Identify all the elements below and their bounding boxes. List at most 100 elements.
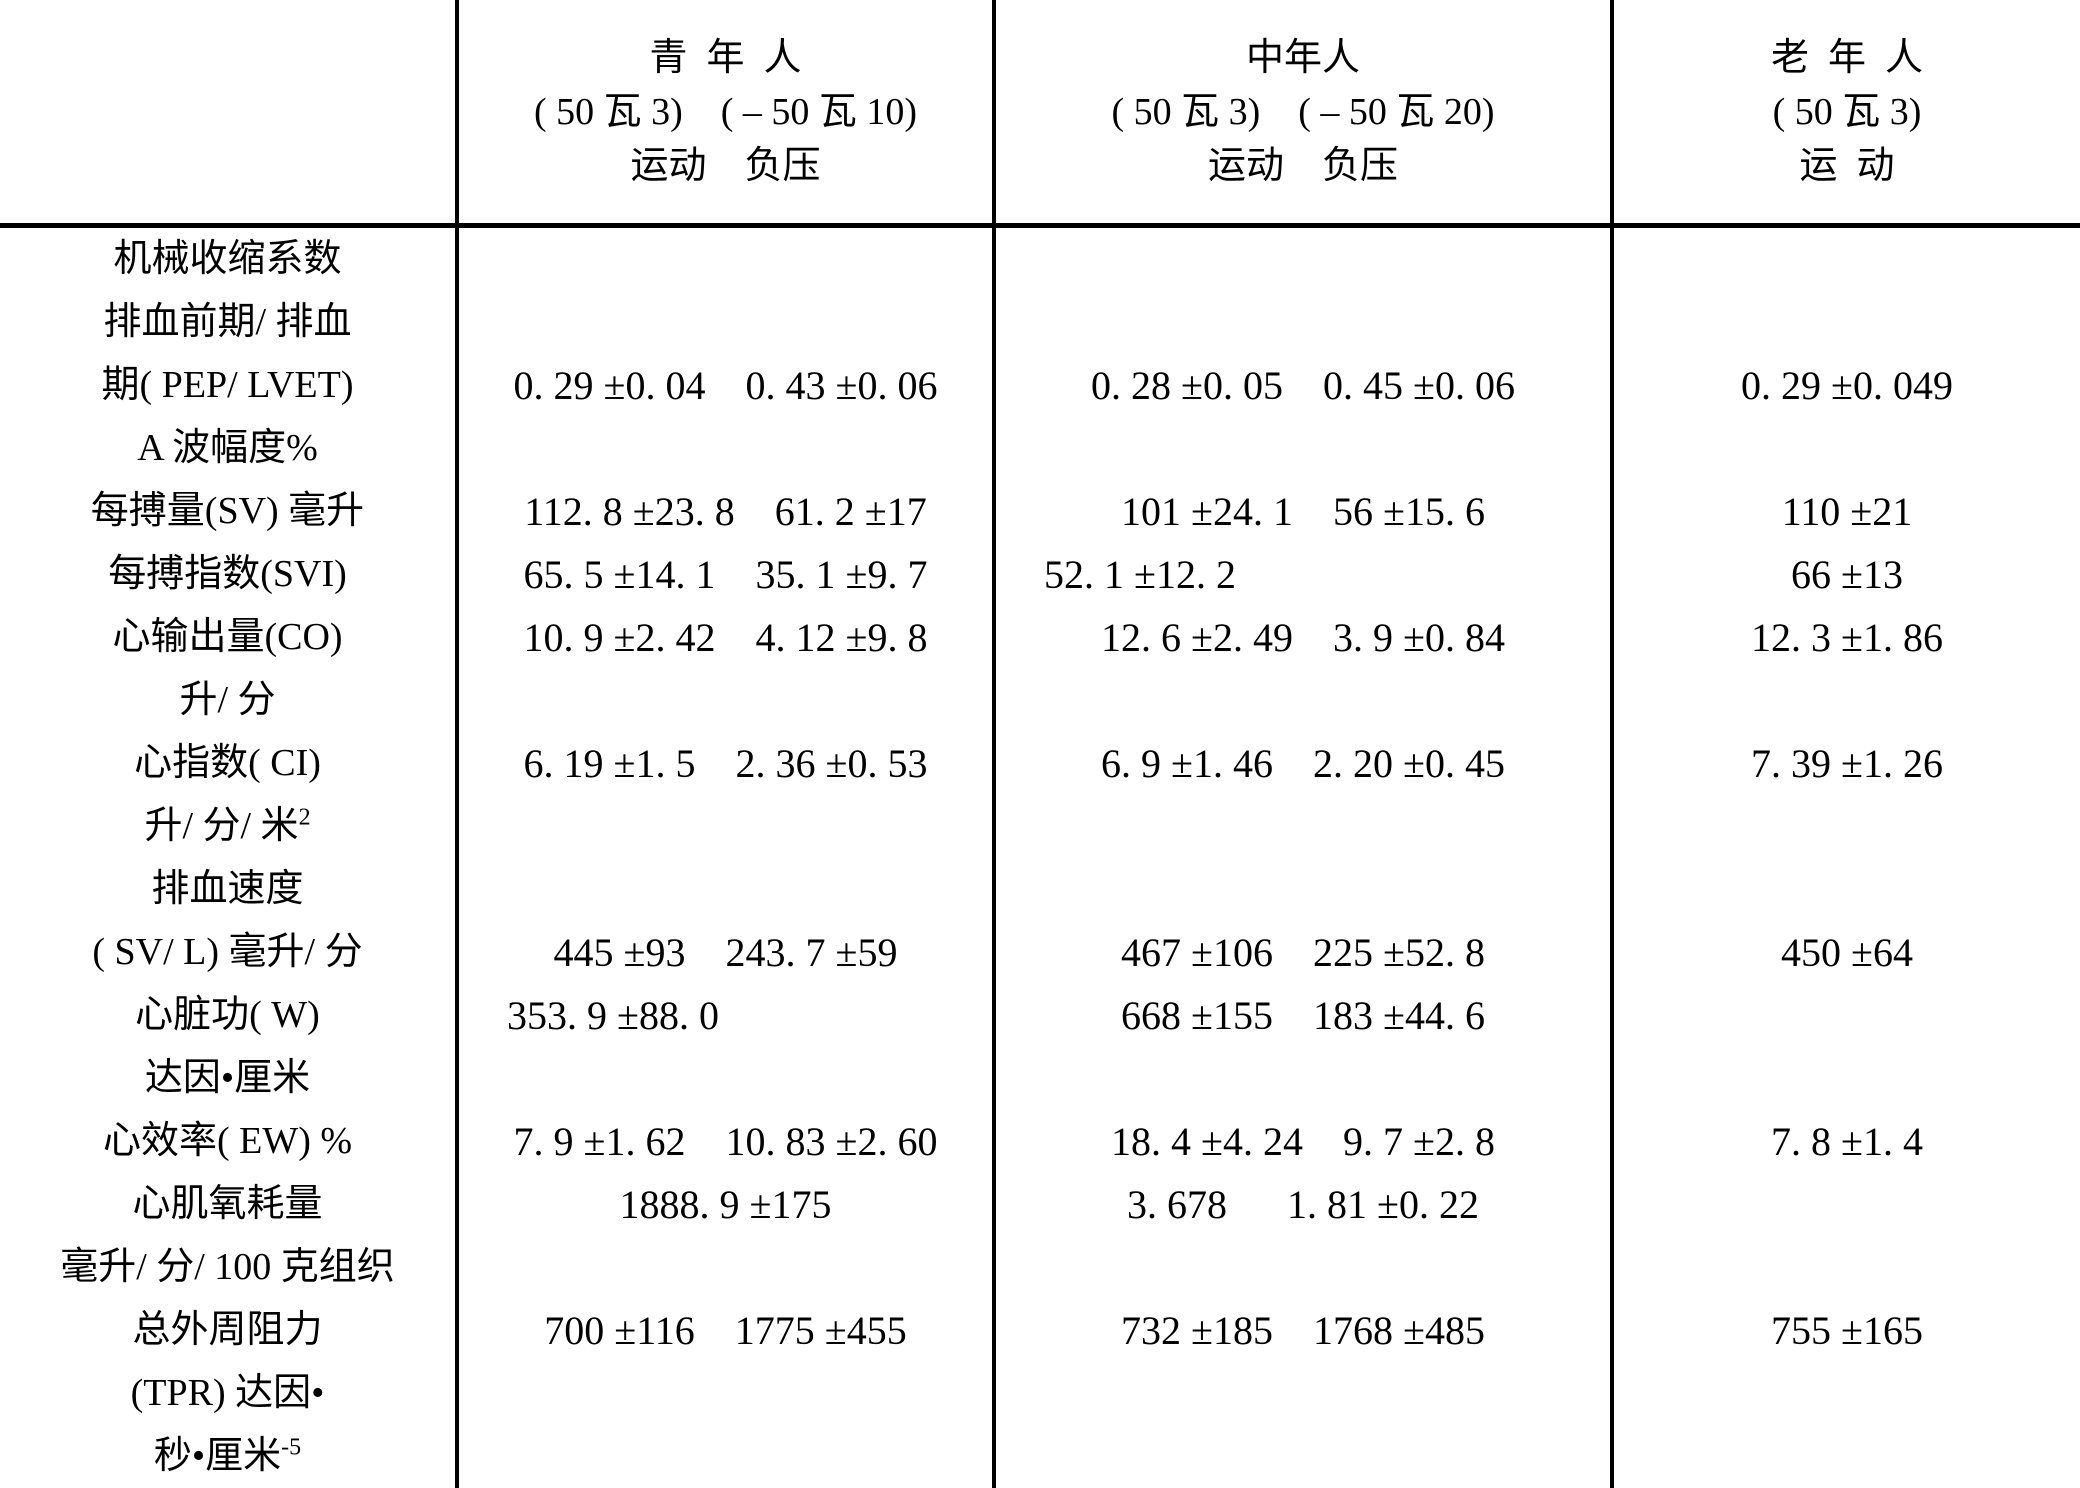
cell-middle: 0. 28 ±0. 05 0. 45 ±0. 06 [992, 354, 1610, 417]
cell-middle [992, 795, 1610, 858]
cell-young: 700 ±116 1775 ±455 [455, 1299, 992, 1362]
row-label: 升/ 分 [179, 679, 276, 721]
cell-middle [992, 1425, 1610, 1488]
cell-young [455, 1236, 992, 1299]
row-label: 期( PEP/ LVET) [101, 364, 354, 406]
cell-young [455, 669, 992, 732]
cell-young: 1888. 9 ±175 [455, 1173, 992, 1236]
cell-old [1610, 858, 2080, 921]
cell-old [1610, 291, 2080, 354]
cell-old: 110 ±21 [1610, 480, 2080, 543]
cell-middle [992, 669, 1610, 732]
row-label: A 波幅度% [137, 427, 318, 469]
cell-young [455, 858, 992, 921]
cell-young: 112. 8 ±23. 8 61. 2 ±17 [455, 480, 992, 543]
row-label: 每搏指数(SVI) [108, 553, 347, 595]
header-young-group: 青 年 人 ( 50 瓦 3) ( – 50 瓦 10) 运动 负压 [455, 0, 992, 228]
header-old-stack: 老 年 人 ( 50 瓦 3) 运 动 [1614, 0, 2080, 223]
cell-young [455, 417, 992, 480]
cell-old: 12. 3 ±1. 86 [1610, 606, 2080, 669]
cell-old [1610, 1425, 2080, 1488]
cell-middle: 467 ±106 225 ±52. 8 [992, 921, 1610, 984]
header-old-title: 老 年 人 [1770, 36, 1923, 79]
row-label: 心肌氧耗量 [132, 1183, 323, 1225]
cell-middle [992, 1362, 1610, 1425]
cell-young [455, 1362, 992, 1425]
row-label: 达因•厘米 [144, 1057, 311, 1099]
row-label: 秒•厘米-5 [0, 1425, 455, 1488]
row-label: ( SV/ L) 毫升/ 分 [92, 931, 363, 973]
cell-middle: 52. 1 ±12. 2 [992, 543, 1610, 606]
cell-old: 66 ±13 [1610, 543, 2080, 606]
cell-middle [992, 1236, 1610, 1299]
cell-middle [992, 1047, 1610, 1110]
row-label-superscript: 2 [298, 804, 311, 831]
cell-old: 0. 29 ±0. 049 [1610, 354, 2080, 417]
row-label-text: 秒•厘米 [153, 1435, 282, 1477]
row-label: 总外周阻力 [132, 1309, 323, 1351]
header-middle-group: 中年人 ( 50 瓦 3) ( – 50 瓦 20) 运动 负压 [992, 0, 1610, 228]
header-old-load: ( 50 瓦 3) [1772, 90, 1922, 133]
row-label: 心输出量(CO) [112, 616, 343, 658]
cell-middle [992, 858, 1610, 921]
row-label: 毫升/ 分/ 100 克组织 [60, 1246, 395, 1288]
cell-old [1610, 669, 2080, 732]
cell-young [455, 1047, 992, 1110]
header-old-conditions: 运 动 [1799, 144, 1895, 187]
header-young-title: 青 年 人 [649, 36, 802, 79]
header-young-stack: 青 年 人 ( 50 瓦 3) ( – 50 瓦 10) 运动 负压 [459, 0, 992, 223]
cell-old [1610, 1047, 2080, 1110]
header-young-load: ( 50 瓦 3) ( – 50 瓦 10) [533, 90, 918, 133]
cell-middle [992, 228, 1610, 291]
header-young-conditions: 运动 负压 [630, 144, 821, 187]
row-label: 机械收缩系数 [113, 238, 342, 280]
header-middle-conditions: 运动 负压 [1207, 144, 1398, 187]
row-label-text: 升/ 分/ 米 [144, 805, 299, 847]
cell-old [1610, 417, 2080, 480]
cell-middle: 3. 678 1. 81 ±0. 22 [992, 1173, 1610, 1236]
cell-young: 353. 9 ±88. 0 [455, 984, 992, 1047]
header-middle-title: 中年人 [1245, 36, 1360, 79]
cell-middle: 101 ±24. 1 56 ±15. 6 [992, 480, 1610, 543]
cell-old [1610, 1173, 2080, 1236]
cell-middle: 668 ±155 183 ±44. 6 [992, 984, 1610, 1047]
cell-old [1610, 795, 2080, 858]
cell-young: 10. 9 ±2. 42 4. 12 ±9. 8 [455, 606, 992, 669]
header-middle-load: ( 50 瓦 3) ( – 50 瓦 20) [1111, 90, 1495, 133]
cell-young: 0. 29 ±0. 04 0. 43 ±0. 06 [455, 354, 992, 417]
row-label-superscript: -5 [281, 1434, 302, 1461]
row-label: 心指数( CI) [134, 742, 321, 784]
cell-old [1610, 984, 2080, 1047]
cell-young: 7. 9 ±1. 62 10. 83 ±2. 60 [455, 1110, 992, 1173]
cell-old [1610, 1362, 2080, 1425]
cell-old: 7. 8 ±1. 4 [1610, 1110, 2080, 1173]
cell-young [455, 228, 992, 291]
cell-middle: 18. 4 ±4. 24 9. 7 ±2. 8 [992, 1110, 1610, 1173]
cell-middle [992, 291, 1610, 354]
row-label: 升/ 分/ 米2 [0, 795, 455, 858]
cell-middle: 732 ±185 1768 ±485 [992, 1299, 1610, 1362]
cell-old: 450 ±64 [1610, 921, 2080, 984]
cell-old: 7. 39 ±1. 26 [1610, 732, 2080, 795]
cell-young [455, 291, 992, 354]
cell-old: 755 ±165 [1610, 1299, 2080, 1362]
cell-young: 6. 19 ±1. 5 2. 36 ±0. 53 [455, 732, 992, 795]
cell-middle: 12. 6 ±2. 49 3. 9 ±0. 84 [992, 606, 1610, 669]
row-label: 每搏量(SV) 毫升 [90, 490, 365, 532]
cell-old [1610, 228, 2080, 291]
cell-young: 445 ±93 243. 7 ±59 [455, 921, 992, 984]
row-label: 排血速度 [151, 868, 304, 910]
row-label: 排血前期/ 排血 [103, 301, 352, 343]
row-label: 心效率( EW) % [102, 1120, 353, 1162]
header-old-group: 老 年 人 ( 50 瓦 3) 运 动 [1610, 0, 2080, 228]
cell-young: 65. 5 ±14. 1 35. 1 ±9. 7 [455, 543, 992, 606]
cell-middle [992, 417, 1610, 480]
header-spacer [0, 0, 455, 228]
cell-young [455, 1425, 992, 1488]
header-middle-stack: 中年人 ( 50 瓦 3) ( – 50 瓦 20) 运动 负压 [996, 0, 1610, 223]
row-label: 心脏功( W) [135, 994, 320, 1036]
cell-young [455, 795, 992, 858]
cell-middle: 6. 9 ±1. 46 2. 20 ±0. 45 [992, 732, 1610, 795]
row-label: (TPR) 达因• [130, 1372, 325, 1414]
